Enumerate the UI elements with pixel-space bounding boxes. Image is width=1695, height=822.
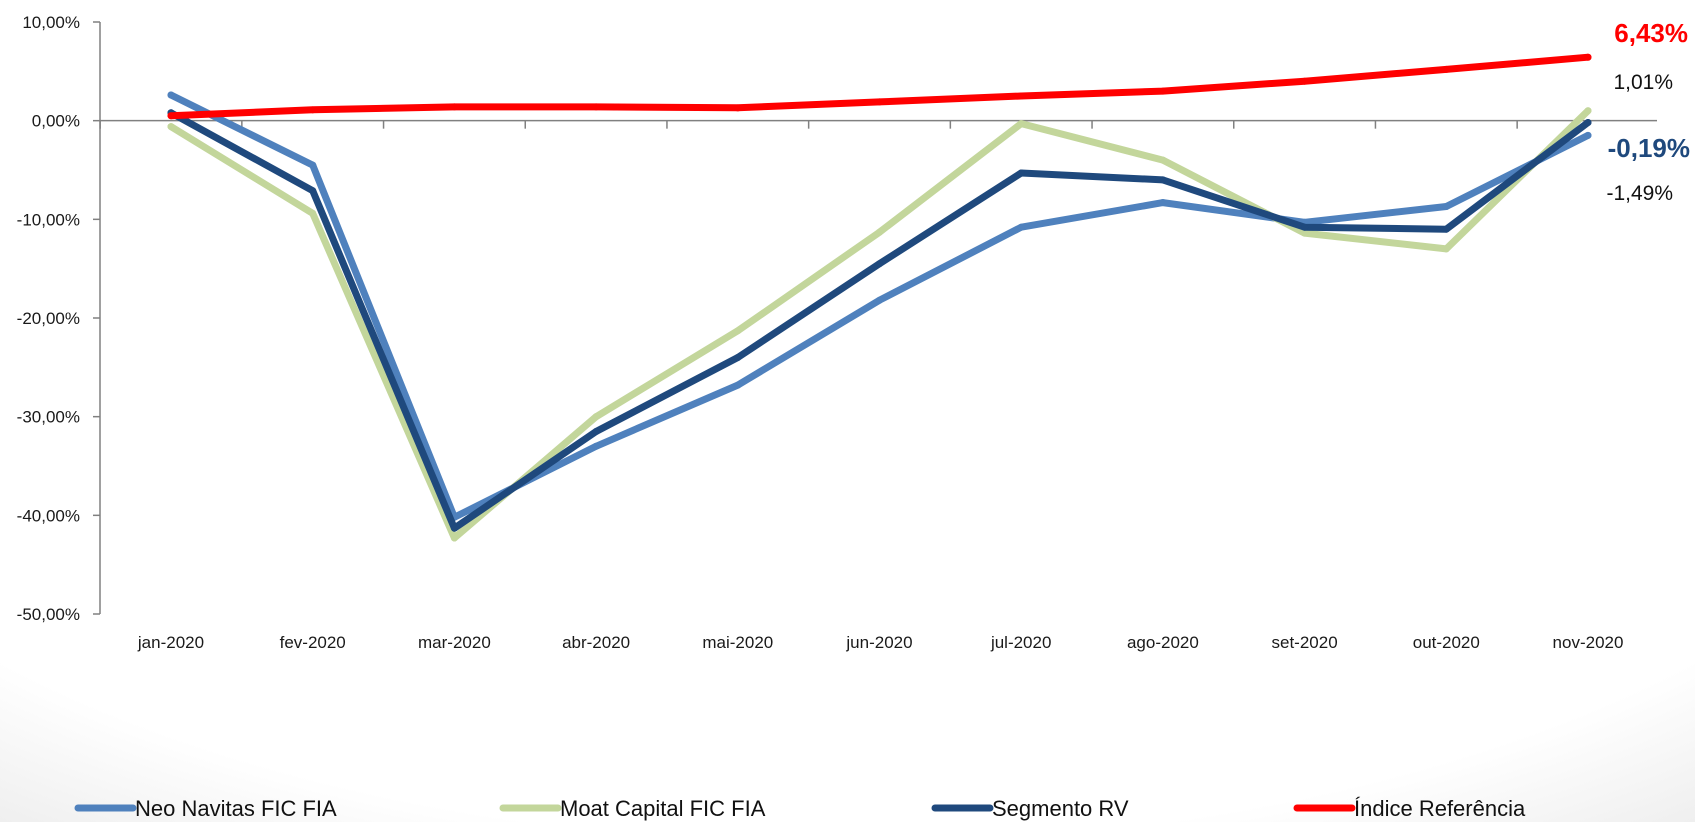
data-point-segmento-rv — [1017, 169, 1025, 177]
data-point-indice-referencia — [1442, 65, 1450, 73]
data-point-neo-navitas-fic-fia — [734, 381, 742, 389]
y-tick-label: 10,00% — [22, 13, 80, 32]
data-point-neo-navitas-fic-fia — [1584, 131, 1592, 139]
data-point-indice-referencia — [1584, 53, 1592, 61]
data-point-segmento-rv — [1159, 176, 1167, 184]
x-tick-label: out-2020 — [1413, 633, 1480, 652]
legend-label-segmento-rv: Segmento RV — [992, 796, 1129, 821]
y-tick-label: -30,00% — [17, 408, 80, 427]
data-point-indice-referencia — [734, 104, 742, 112]
end-label-indice-referencia: 6,43% — [1614, 18, 1688, 48]
x-tick-label: set-2020 — [1272, 633, 1338, 652]
x-tick-label: fev-2020 — [280, 633, 346, 652]
x-tick-label: nov-2020 — [1553, 633, 1624, 652]
data-point-moat-capital-fic-fia — [1584, 107, 1592, 115]
data-point-indice-referencia — [1017, 92, 1025, 100]
y-tick-label: -10,00% — [17, 210, 80, 229]
data-point-indice-referencia — [876, 98, 883, 106]
data-point-neo-navitas-fic-fia — [1159, 199, 1167, 207]
legend: Neo Navitas FIC FIA Moat Capital FIC FIA S… — [74, 796, 1526, 821]
x-tick-label: jul-2020 — [990, 633, 1052, 652]
data-point-indice-referencia — [167, 112, 175, 120]
legend-label-moat-capital-fic-fia: Moat Capital FIC FIA — [560, 796, 766, 821]
end-labels: 6,43% 1,01% -0,19% -1,49% — [1606, 18, 1690, 205]
data-point-indice-referencia — [1159, 87, 1167, 95]
data-point-segmento-rv — [734, 353, 742, 361]
y-tick-label: -20,00% — [17, 309, 80, 328]
legend-label-neo-navitas-fic-fia: Neo Navitas FIC FIA — [135, 796, 337, 821]
data-point-neo-navitas-fic-fia — [167, 91, 175, 99]
x-tick-label: abr-2020 — [562, 633, 630, 652]
data-point-moat-capital-fic-fia — [592, 413, 600, 421]
data-point-segmento-rv — [1584, 119, 1592, 127]
data-point-neo-navitas-fic-fia — [309, 161, 317, 169]
y-tick-label: 0,00% — [32, 112, 80, 131]
data-point-neo-navitas-fic-fia — [1017, 223, 1025, 231]
data-point-indice-referencia — [1301, 77, 1309, 85]
data-point-moat-capital-fic-fia — [1301, 229, 1309, 237]
end-label-neo-navitas-fic-fia: -1,49% — [1606, 182, 1673, 205]
x-tick-label: jan-2020 — [137, 633, 204, 652]
axes: 10,00% 0,00% -10,00% -20,00% -30,00% -40,00% -… — [17, 13, 1657, 652]
series-lines — [167, 53, 1592, 542]
data-point-segmento-rv — [309, 187, 317, 195]
data-point-indice-referencia — [309, 106, 317, 114]
data-point-moat-capital-fic-fia — [1442, 245, 1450, 253]
data-point-indice-referencia — [592, 103, 600, 111]
y-tick-label: -40,00% — [17, 506, 80, 525]
x-tick-label: ago-2020 — [1127, 633, 1199, 652]
data-point-moat-capital-fic-fia — [309, 209, 317, 217]
data-point-neo-navitas-fic-fia — [1442, 203, 1450, 211]
data-point-moat-capital-fic-fia — [167, 123, 175, 131]
data-point-segmento-rv — [1301, 223, 1309, 231]
data-point-moat-capital-fic-fia — [1017, 120, 1025, 128]
end-label-moat-capital-fic-fia: 1,01% — [1613, 71, 1673, 94]
data-point-moat-capital-fic-fia — [450, 534, 458, 542]
data-point-indice-referencia — [450, 103, 458, 111]
legend-label-indice-referencia: Índice Referência — [1354, 796, 1526, 821]
data-point-segmento-rv — [876, 260, 883, 268]
x-tick-label: mai-2020 — [702, 633, 773, 652]
x-tick-label: jun-2020 — [845, 633, 912, 652]
end-label-segmento-rv: -0,19% — [1608, 133, 1690, 163]
data-point-neo-navitas-fic-fia — [876, 296, 883, 304]
data-point-moat-capital-fic-fia — [1159, 156, 1167, 164]
data-point-segmento-rv — [450, 524, 458, 532]
data-point-moat-capital-fic-fia — [876, 228, 883, 236]
y-tick-label: -50,00% — [17, 605, 80, 624]
data-point-segmento-rv — [1442, 225, 1450, 233]
data-point-moat-capital-fic-fia — [734, 327, 742, 335]
x-tick-label: mar-2020 — [418, 633, 491, 652]
data-point-neo-navitas-fic-fia — [592, 442, 600, 450]
data-point-segmento-rv — [592, 427, 600, 435]
